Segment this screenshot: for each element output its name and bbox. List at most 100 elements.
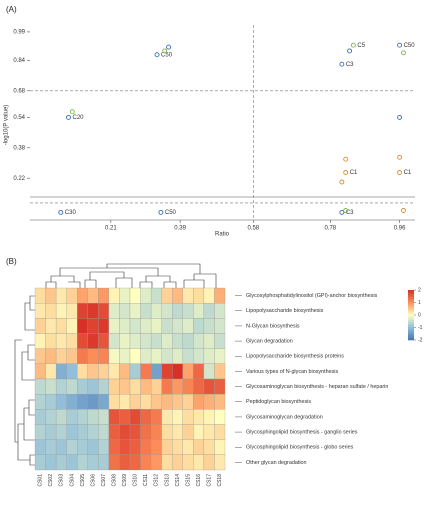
heatmap-cell xyxy=(203,287,215,304)
heatmap-cell xyxy=(214,378,226,395)
heatmap-cell xyxy=(66,333,78,349)
y-tick-label: 0.38 xyxy=(13,145,25,151)
x-tick-label: 0.78 xyxy=(324,226,336,232)
heatmap-cell xyxy=(34,454,46,471)
heatmap-cell xyxy=(182,394,194,410)
x-tick-label: 0.96 xyxy=(394,226,406,232)
heatmap-cell xyxy=(77,333,88,349)
heatmap-cell xyxy=(55,318,67,334)
heatmap-cell xyxy=(119,409,131,425)
heatmap-cell xyxy=(45,424,57,440)
y-tick-label: 0.22 xyxy=(13,176,25,182)
heatmap-cell xyxy=(203,409,215,425)
heatmap-cell xyxy=(161,303,173,319)
x-tick-label: 0.21 xyxy=(105,226,117,232)
heatmap-cell xyxy=(98,394,110,410)
heatmap-cell xyxy=(150,454,162,471)
row-label: Various types of N-glycan biosynthesis xyxy=(246,369,338,375)
colorbar-segment xyxy=(408,307,414,310)
colorbar-segment xyxy=(408,312,414,315)
colorbar-segment xyxy=(408,301,414,303)
colorbar-tick-label: 1 xyxy=(418,300,421,306)
colorbar-segment xyxy=(408,297,414,300)
heatmap-cell xyxy=(182,409,194,425)
heatmap-cell xyxy=(161,333,173,349)
heatmap-cell xyxy=(193,409,205,425)
heatmap-cell xyxy=(34,318,46,334)
colorbar-segment xyxy=(408,316,414,318)
heatmap-cell xyxy=(108,318,120,334)
row-label: Lipopolysaccharide biosynthesis xyxy=(246,308,324,314)
heatmap-cell xyxy=(98,318,110,334)
column-label: CS05 xyxy=(80,474,86,487)
heatmap-cell xyxy=(193,439,205,455)
colorbar-tick-label: -1 xyxy=(418,325,423,331)
heatmap-cell xyxy=(140,287,152,304)
heatmap-cell xyxy=(150,394,162,410)
heatmap-cell xyxy=(140,409,152,425)
heatmap-cell xyxy=(161,348,173,364)
heatmap-cell xyxy=(55,348,67,364)
heatmap-cell xyxy=(119,363,131,380)
heatmap-cell xyxy=(182,424,194,440)
column-label: CS15 xyxy=(185,474,191,487)
heatmap-cell xyxy=(129,454,141,471)
point xyxy=(347,48,352,54)
heatmap-cell xyxy=(108,287,120,304)
column-label: CS02 xyxy=(48,474,54,487)
panel-label: (B) xyxy=(6,257,17,266)
heatmap-cell xyxy=(214,348,226,364)
column-label: CS03 xyxy=(59,474,65,487)
colorbar-segment xyxy=(408,305,414,307)
point-label: C50 xyxy=(404,43,416,49)
heatmap-cell xyxy=(77,287,88,304)
heatmap-cell xyxy=(161,318,173,334)
point xyxy=(397,114,403,120)
heatmap-cell xyxy=(34,287,46,304)
y-tick-label: 0.54 xyxy=(13,115,25,121)
heatmap-cell xyxy=(45,333,57,349)
colorbar-segment xyxy=(408,313,414,316)
point-label: C1 xyxy=(404,170,412,176)
heatmap-cell xyxy=(193,303,205,319)
heatmap-cell xyxy=(214,409,226,425)
row-label: Glycosphingolipid biosynthesis - ganglio… xyxy=(246,430,358,436)
heatmap-cell xyxy=(129,394,141,410)
heatmap-cell xyxy=(193,318,205,334)
heatmap-cell xyxy=(172,333,183,349)
heatmap-cell xyxy=(214,318,226,334)
row-dendrogram xyxy=(14,295,35,466)
heatmap-cell xyxy=(34,424,46,440)
heatmap-cell xyxy=(172,348,183,364)
row-label: Glycosylphosphatidylinositol (GPI)-ancho… xyxy=(246,293,378,299)
heatmap-cell xyxy=(172,318,183,334)
colorbar-tick-label: 0 xyxy=(418,312,421,318)
heatmap-cell xyxy=(214,287,226,304)
heatmap-cell xyxy=(129,439,141,455)
heatmap-cell xyxy=(98,333,110,349)
row-label: Other glycan degradation xyxy=(246,460,307,466)
point xyxy=(154,52,160,58)
heatmap-cell xyxy=(108,363,120,380)
column-label: CS11 xyxy=(143,474,149,486)
heatmap-cell xyxy=(140,363,152,380)
heatmap-cell xyxy=(172,424,183,440)
column-label: CS08 xyxy=(111,474,117,487)
heatmap-cell xyxy=(140,424,152,440)
heatmap-cell xyxy=(77,318,88,334)
heatmap-cell xyxy=(172,439,183,455)
colorbar-segment xyxy=(408,308,414,311)
colorbar-segment xyxy=(408,331,414,333)
heatmap-cell xyxy=(87,318,99,334)
heatmap-cell xyxy=(214,454,226,471)
heatmap-cell xyxy=(98,303,110,319)
heatmap-cell xyxy=(150,287,162,304)
heatmap-cell xyxy=(45,394,57,410)
heatmap-cell xyxy=(119,348,131,364)
heatmap-cell xyxy=(87,424,99,440)
heatmap-cell xyxy=(214,394,226,410)
heatmap-cell xyxy=(98,378,110,395)
heatmap-cell xyxy=(45,363,57,380)
heatmap-cell xyxy=(66,394,78,410)
